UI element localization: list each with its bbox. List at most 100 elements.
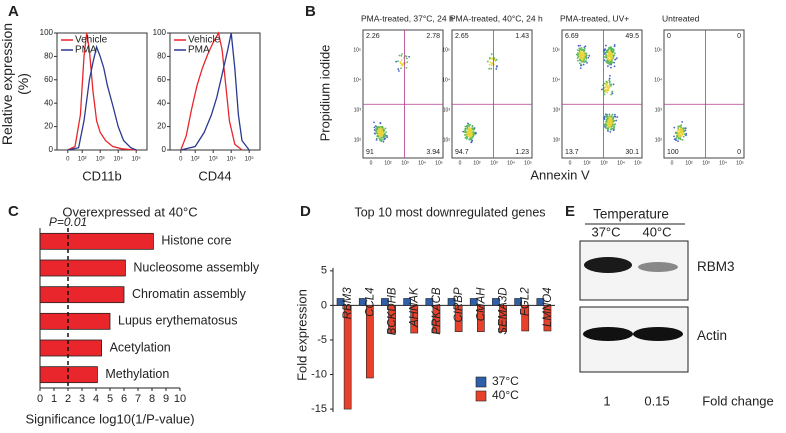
event-dot <box>612 116 615 118</box>
event-dot <box>406 61 409 63</box>
quadrant-value: 49.5 <box>625 33 639 40</box>
x-tick-label: 10⁴ <box>507 160 515 166</box>
event-dot <box>377 129 380 132</box>
event-dot <box>610 56 613 59</box>
event-dot <box>607 48 609 51</box>
x-tick-label: 10² <box>78 157 87 163</box>
quadrant-value: 2.65 <box>455 33 469 40</box>
event-dot <box>462 130 465 133</box>
bar <box>521 305 530 332</box>
event-dot <box>611 49 614 52</box>
x-tick-label: 10⁵ <box>634 160 642 166</box>
x-tick-label: 10³ <box>209 157 218 163</box>
x-tick-label: 10 <box>174 393 186 405</box>
event-dot <box>612 118 614 121</box>
event-dot <box>384 127 387 130</box>
quadrant-value: 0 <box>667 33 671 40</box>
fold-value: 1 <box>603 393 610 408</box>
event-dot <box>609 50 612 53</box>
event-dot <box>397 68 400 70</box>
event-dot <box>588 54 591 57</box>
category-label: AHNAK <box>409 286 421 328</box>
x-tick-label: 0 <box>459 160 462 166</box>
event-dot <box>406 57 408 60</box>
event-dot <box>467 124 470 127</box>
event-dot <box>611 59 613 61</box>
event-dot <box>611 125 614 128</box>
event-dot <box>373 129 376 131</box>
event-dot <box>606 91 609 94</box>
x-tick-label: 10² <box>583 160 591 166</box>
event-dot <box>610 63 612 66</box>
event-dot <box>471 125 474 128</box>
category-label: RBM3 <box>342 287 354 320</box>
event-dot <box>464 127 467 130</box>
event-dot <box>608 117 611 120</box>
quadrant-value: 0 <box>737 33 741 40</box>
x-tick-label: 0 <box>37 393 43 405</box>
x-axis-label: CD44 <box>198 168 231 183</box>
chart-title: Top 10 most downregulated genes <box>354 205 545 219</box>
x-tick-label: 6 <box>121 393 127 405</box>
y-tick-label: 10⁴ <box>654 77 662 83</box>
event-dot <box>583 51 585 54</box>
y-tick-label: 60 <box>44 75 53 84</box>
event-dot <box>608 77 611 80</box>
event-dot <box>579 44 582 47</box>
event-dot <box>384 133 386 136</box>
x-tick-label: 10³ <box>490 160 498 166</box>
quadrant-value: 13.7 <box>565 149 579 156</box>
panel-label: B <box>305 3 316 20</box>
event-dot <box>607 85 610 87</box>
event-dot <box>398 70 400 72</box>
event-dot <box>584 55 587 58</box>
event-dot <box>584 45 587 48</box>
event-dot <box>605 60 607 63</box>
event-dot <box>494 59 496 61</box>
bar <box>365 305 374 379</box>
x-tick-label: 10² <box>191 157 200 163</box>
event-dot <box>585 54 588 57</box>
event-dot <box>605 54 607 56</box>
event-dot <box>607 89 610 92</box>
bar <box>39 232 154 250</box>
histogram-line <box>67 32 137 151</box>
event-dot <box>676 134 678 137</box>
event-dot <box>606 56 609 58</box>
event-dot <box>680 131 682 134</box>
y-tick-label: 10² <box>553 137 561 143</box>
event-dot <box>382 128 385 131</box>
bar-label: Nucleosome assembly <box>133 260 259 274</box>
x-tick-label: 10⁵ <box>736 160 744 166</box>
bar <box>543 305 552 332</box>
category-label: FGL2 <box>520 287 532 316</box>
bar <box>403 298 412 306</box>
event-dot <box>606 59 609 62</box>
quadrant-value: 1.43 <box>515 33 529 40</box>
quadrant-value: 100 <box>667 149 679 156</box>
legend-label: 40°C <box>492 388 519 402</box>
event-dot <box>583 60 586 63</box>
event-dot <box>606 128 609 131</box>
y-tick-label: 60 <box>157 75 166 84</box>
event-dot <box>610 66 612 69</box>
event-dot <box>610 93 612 96</box>
event-dot <box>611 53 614 56</box>
blot-band <box>583 327 633 341</box>
event-dot <box>395 60 398 63</box>
event-dot <box>495 68 498 70</box>
event-dot <box>610 83 613 86</box>
event-dot <box>373 121 375 124</box>
event-dot <box>604 124 607 126</box>
event-dot <box>616 57 618 60</box>
plot-frame <box>451 29 533 159</box>
event-dot <box>613 120 616 122</box>
event-dot <box>613 61 616 64</box>
bar <box>336 298 345 306</box>
x-axis-label: Significance log10(1/P-value) <box>25 411 194 426</box>
event-dot <box>379 122 382 124</box>
event-dot <box>610 124 613 127</box>
event-dot <box>379 139 381 142</box>
x-tick-label: 2 <box>65 393 71 405</box>
panel-label: C <box>8 203 19 220</box>
